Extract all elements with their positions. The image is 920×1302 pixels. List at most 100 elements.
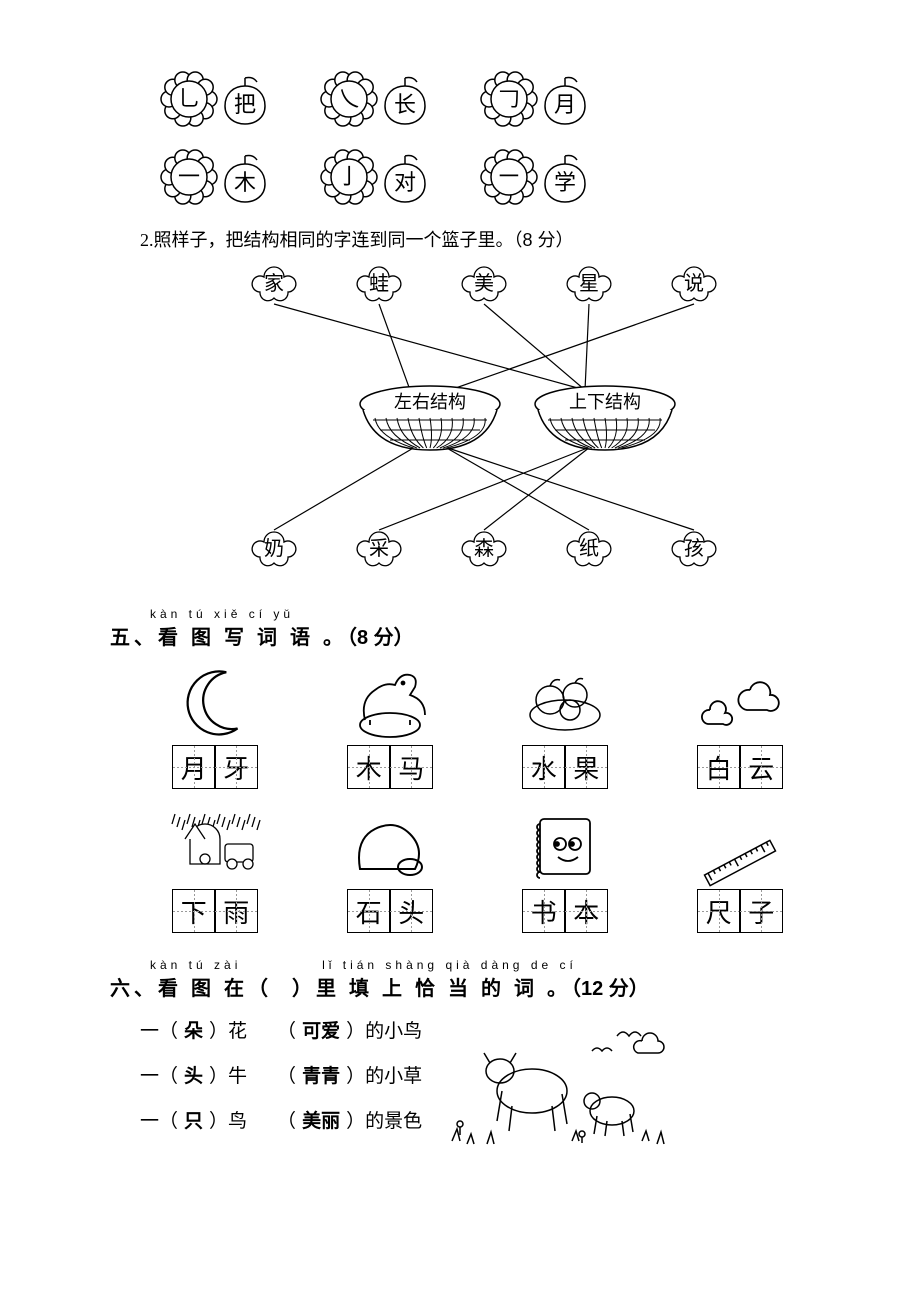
tianzige-cell: 牙 [214, 745, 258, 789]
tianzige-cell: 头 [389, 889, 433, 933]
svg-text:木: 木 [234, 170, 256, 195]
fill-answer: 朵 [178, 1021, 209, 1042]
h6-cn-left: 六、看 图 在（ [110, 978, 272, 1000]
section-6-body: 一（朵）花一（头）牛一（只）鸟 （可爱）的小鸟（青青）的小草（美丽）的景色 [140, 1016, 810, 1146]
q2-points: （8 分） [514, 230, 574, 250]
h5-cn: 五、看 图 写 词 语 。 [110, 627, 347, 649]
svg-text:家: 家 [264, 272, 284, 295]
fill-answer: 青青 [296, 1066, 346, 1087]
svg-text:一: 一 [178, 164, 200, 189]
moon-icon [170, 665, 260, 735]
stroke-char-pair: 乀 长 [320, 70, 430, 128]
ruler-icon [695, 809, 785, 879]
tianzige-pair: 白云 [697, 745, 784, 789]
char-cloud: 星 [565, 262, 613, 306]
fill-answer: 美丽 [296, 1111, 346, 1132]
svg-text:月: 月 [554, 92, 576, 117]
flower-stroke: ㇐ [480, 148, 538, 206]
flower-stroke: 𠃌 [480, 70, 538, 128]
tianzige-pair: 下雨 [172, 889, 259, 933]
svg-text:奶: 奶 [264, 537, 284, 560]
tianzige-cell: 果 [564, 745, 608, 789]
tianzige-pair: 石头 [347, 889, 434, 933]
char-cloud: 蛙 [355, 262, 403, 306]
word-cell: 水果 [490, 665, 640, 789]
basket-right: 上下结构 [530, 382, 680, 452]
stroke-char-pair: 亅 对 [320, 148, 430, 206]
svg-text:星: 星 [579, 273, 599, 295]
word-cell: 木马 [315, 665, 465, 789]
apple-char: 学 [540, 152, 590, 202]
char-cloud: 奶 [250, 527, 298, 571]
char-cloud: 纸 [565, 527, 613, 571]
svg-text:学: 学 [554, 170, 576, 195]
svg-text:亅: 亅 [338, 164, 360, 189]
flower-stroke: 一 [160, 148, 218, 206]
word-cell: 尺子 [665, 809, 815, 933]
word-cell: 白云 [665, 665, 815, 789]
h5-pinyin: kàn tú xiě cí yǔ [150, 607, 810, 621]
char-cloud: 孩 [670, 527, 718, 571]
tianzige-pair: 水果 [522, 745, 609, 789]
char-cloud: 家 [250, 262, 298, 306]
tianzige-cell: 雨 [214, 889, 258, 933]
tianzige-cell: 白 [697, 745, 741, 789]
svg-text:𠃌: 𠃌 [498, 86, 520, 111]
svg-text:把: 把 [234, 92, 256, 117]
fill-line: 一（头）牛 [140, 1061, 247, 1088]
flower-stroke: 亅 [320, 148, 378, 206]
tianzige-cell: 月 [172, 745, 216, 789]
svg-text:左右结构: 左右结构 [394, 392, 466, 412]
svg-text:乀: 乀 [338, 86, 360, 111]
stroke-match-grid: 乚 把 乀 长 𠃌 月 一 木 [110, 70, 810, 206]
h6-points: （12 分） [571, 978, 649, 1000]
book-icon [520, 809, 610, 879]
rain-icon [170, 809, 260, 879]
svg-text:孩: 孩 [684, 537, 704, 560]
svg-text:蛙: 蛙 [369, 272, 389, 295]
fill-line: （可爱）的小鸟 [277, 1016, 422, 1043]
apple-char: 月 [540, 74, 590, 124]
svg-text:纸: 纸 [579, 537, 599, 560]
horse-icon [345, 665, 435, 735]
tianzige-cell: 子 [739, 889, 783, 933]
apple-char: 木 [220, 152, 270, 202]
h5-points: （8 分） [347, 627, 414, 649]
fill-answer: 只 [178, 1111, 209, 1132]
tianzige-cell: 书 [522, 889, 566, 933]
section-5-heading: kàn tú xiě cí yǔ 五、看 图 写 词 语 。（8 分） [110, 607, 810, 650]
word-cell: 石头 [315, 809, 465, 933]
tianzige-pair: 木马 [347, 745, 434, 789]
fruit-icon [520, 665, 610, 735]
flower-stroke: 乀 [320, 70, 378, 128]
word-cell: 书本 [490, 809, 640, 933]
tianzige-pair: 书本 [522, 889, 609, 933]
fill-answer: 头 [178, 1066, 209, 1087]
tianzige-cell: 本 [564, 889, 608, 933]
svg-text:长: 长 [394, 92, 416, 117]
tianzige-pair: 月牙 [172, 745, 259, 789]
char-cloud: 说 [670, 262, 718, 306]
tianzige-cell: 木 [347, 745, 391, 789]
tianzige-cell: 云 [739, 745, 783, 789]
fill-column-2: （可爱）的小鸟 （青青）的小草 （美丽）的景色 [277, 1016, 422, 1133]
word-cell: 下雨 [140, 809, 290, 933]
h6-cn-mid: ）里 填 上 恰 当 的 词 。 [292, 978, 571, 1000]
apple-char: 把 [220, 74, 270, 124]
stroke-char-pair: ㇐ 学 [480, 148, 590, 206]
h6-pinyin: kàn tú zài lǐ tián shàng qià dàng de cí [150, 958, 810, 972]
rock-icon [345, 809, 435, 879]
q2-text: 2.照样子，把结构相同的字连到同一个篮子里。 [140, 230, 514, 250]
tianzige-cell: 下 [172, 889, 216, 933]
pasture-scene-icon [442, 1016, 672, 1146]
fill-line: （美丽）的景色 [277, 1106, 422, 1133]
apple-char: 对 [380, 152, 430, 202]
tianzige-cell: 石 [347, 889, 391, 933]
svg-text:上下结构: 上下结构 [569, 392, 641, 412]
stroke-char-pair: 𠃌 月 [480, 70, 590, 128]
tianzige-cell: 马 [389, 745, 433, 789]
svg-text:美: 美 [474, 272, 494, 295]
svg-text:对: 对 [394, 170, 416, 195]
fill-line: （青青）的小草 [277, 1061, 422, 1088]
q2-instruction: 2.照样子，把结构相同的字连到同一个篮子里。（8 分） [140, 226, 810, 252]
